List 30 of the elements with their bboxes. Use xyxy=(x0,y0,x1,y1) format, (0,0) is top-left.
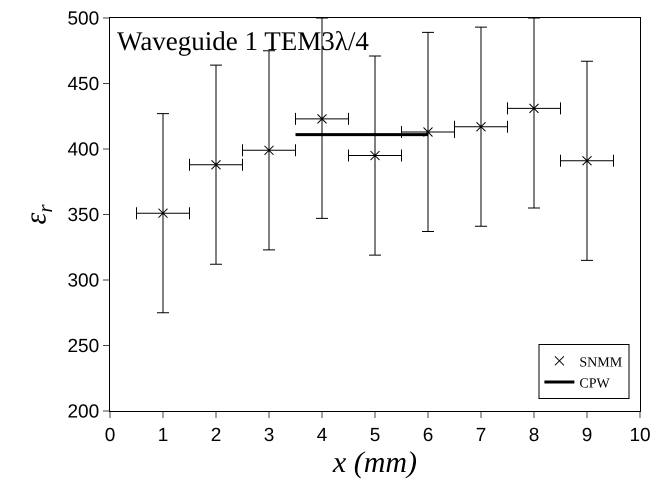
x-tick-label: 5 xyxy=(370,424,380,446)
point xyxy=(158,208,168,218)
x-tick-label: 10 xyxy=(629,424,651,446)
y-tick-label: 300 xyxy=(67,270,100,292)
x-axis-title: x (mm) xyxy=(332,446,418,479)
y-tick-label: 450 xyxy=(67,74,100,96)
point xyxy=(317,114,327,124)
y-tick-label: 250 xyxy=(67,336,100,358)
x-tick-label: 4 xyxy=(316,424,328,446)
point xyxy=(529,103,539,114)
point xyxy=(423,126,433,137)
point xyxy=(476,122,486,132)
y-tick-label: 350 xyxy=(67,205,100,226)
x-tick-label: 2 xyxy=(210,424,222,446)
x-tick-label: 3 xyxy=(264,424,274,446)
y-tick-label: 200 xyxy=(67,402,100,423)
x-tick-label: 7 xyxy=(476,424,486,446)
point xyxy=(211,160,221,170)
point xyxy=(582,156,592,166)
y-tick-label: 500 xyxy=(67,8,100,30)
legend-label: CPW xyxy=(579,376,611,392)
point xyxy=(370,150,380,161)
x-tick-label: 0 xyxy=(104,424,116,446)
x-tick-label: 8 xyxy=(528,424,540,446)
x-tick-label: 1 xyxy=(158,424,168,446)
legend-label: SNMM xyxy=(579,355,623,370)
x-tick-label: 9 xyxy=(582,424,592,446)
y-tick-label: 400 xyxy=(67,140,100,161)
point xyxy=(264,145,274,156)
x-tick-label: 6 xyxy=(422,424,434,446)
